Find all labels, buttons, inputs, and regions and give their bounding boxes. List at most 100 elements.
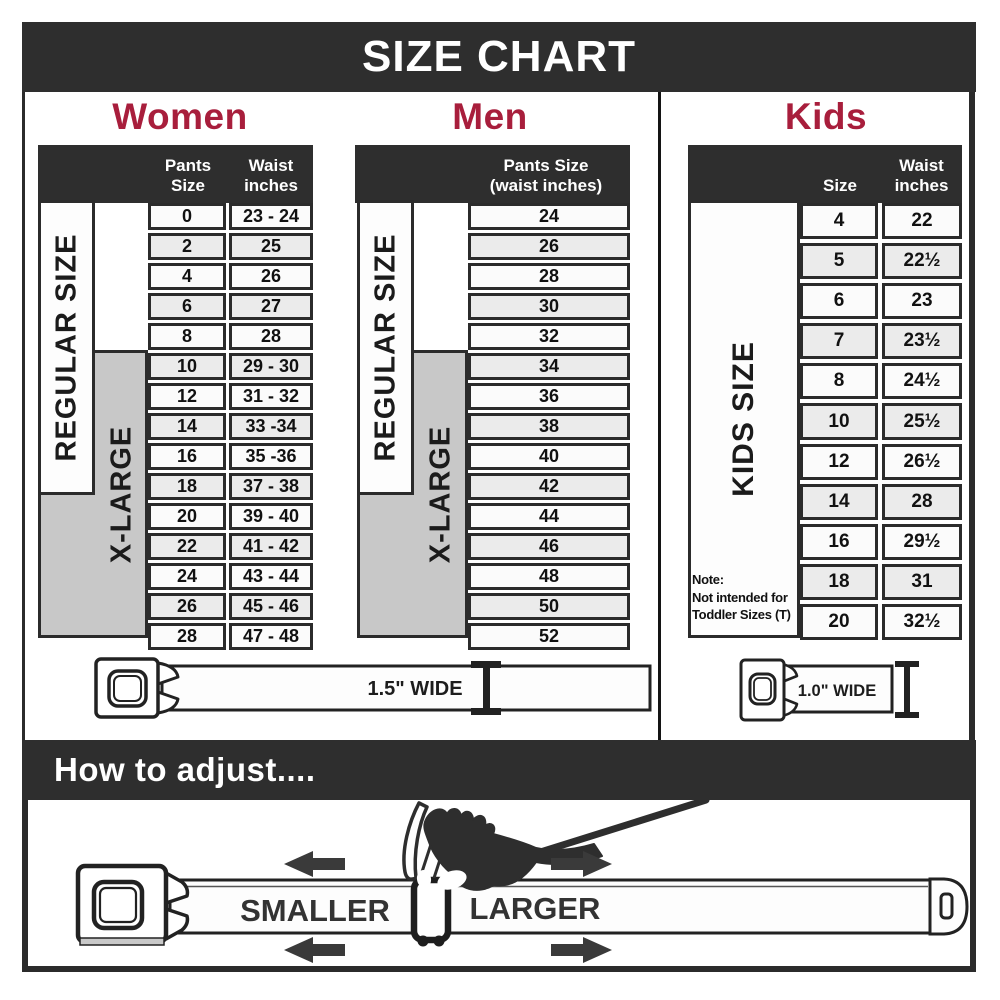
men-table-row: 40 [468, 443, 630, 470]
pants-size-cell: 32 [468, 323, 630, 350]
waist-inches-cell: 31 - 32 [229, 383, 313, 410]
men-regular-size-label: REGULAR SIZE [369, 233, 401, 462]
women-table-row: 20 39 - 40 [148, 503, 313, 530]
men-table-row: 44 [468, 503, 630, 530]
pants-size-cell: 0 [148, 203, 226, 230]
kids-table-row: 7 23½ [800, 323, 962, 360]
kids-table-row: 16 29½ [800, 523, 962, 560]
waist-inches-cell: 37 - 38 [229, 473, 313, 500]
men-xlarge-label-area: X-LARGE [414, 350, 468, 638]
how-to-adjust-panel: SMALLER LARGER [22, 800, 976, 972]
kids-belt-width-label: 1.0" WIDE [798, 682, 876, 700]
women-table-row: 22 41 - 42 [148, 533, 313, 560]
waist-inches-cell: 25 [229, 233, 313, 260]
women-xlarge-label-area: X-LARGE [95, 350, 148, 638]
kid-waist-cell: 26½ [882, 443, 962, 480]
pants-size-cell: 2 [148, 233, 226, 260]
pants-size-cell: 48 [468, 563, 630, 590]
women-table-row: 2 25 [148, 233, 313, 260]
left-border-line [22, 92, 25, 740]
waist-inches-cell: 26 [229, 263, 313, 290]
belt-buckle-icon [739, 658, 799, 722]
pants-size-cell: 24 [148, 563, 226, 590]
right-border-line [969, 92, 975, 740]
arrow-left-icon [284, 851, 345, 877]
women-table-row: 0 23 - 24 [148, 203, 313, 230]
kid-size-cell: 5 [800, 243, 878, 280]
waist-inches-cell: 33 -34 [229, 413, 313, 440]
pants-size-cell: 42 [468, 473, 630, 500]
women-regular-size-label: REGULAR SIZE [50, 233, 82, 462]
how-to-adjust-heading: How to adjust.... [22, 740, 976, 800]
kids-table-row: 10 25½ [800, 403, 962, 440]
pants-size-cell: 38 [468, 413, 630, 440]
waist-inches-cell: 45 - 46 [229, 593, 313, 620]
pants-size-cell: 8 [148, 323, 226, 350]
men-table-row: 34 [468, 353, 630, 380]
kid-size-cell: 4 [800, 203, 878, 240]
pants-size-cell: 20 [148, 503, 226, 530]
width-measure-icon [471, 661, 501, 715]
men-table-row: 48 [468, 563, 630, 590]
men-table-row: 32 [468, 323, 630, 350]
pants-size-cell: 22 [148, 533, 226, 560]
waist-inches-cell: 27 [229, 293, 313, 320]
women-table-row: 28 47 - 48 [148, 623, 313, 650]
men-xlarge-label: X-LARGE [424, 425, 457, 563]
kid-waist-cell: 31 [882, 563, 962, 600]
women-xlarge-label: X-LARGE [105, 425, 137, 563]
women-table-row: 16 35 -36 [148, 443, 313, 470]
kid-size-cell: 10 [800, 403, 878, 440]
kids-section-divider [658, 92, 661, 740]
kids-waist-header: Waist inches [894, 156, 949, 195]
kids-table-row: 4 22 [800, 203, 962, 240]
men-table-row: 36 [468, 383, 630, 410]
waist-inches-cell: 29 - 30 [229, 353, 313, 380]
kids-size-table: 4 22 5 22½ 6 23 7 23½ 8 24½ [800, 203, 962, 641]
pants-size-cell: 26 [468, 233, 630, 260]
waist-inches-cell: 23 - 24 [229, 203, 313, 230]
kid-waist-cell: 28 [882, 483, 962, 520]
men-section-heading: Men [452, 96, 528, 137]
women-table-row: 24 43 - 44 [148, 563, 313, 590]
adjust-illustration: SMALLER LARGER [75, 800, 969, 963]
men-table-row: 50 [468, 593, 630, 620]
kid-size-cell: 14 [800, 483, 878, 520]
women-table-row: 18 37 - 38 [148, 473, 313, 500]
men-table-row: 42 [468, 473, 630, 500]
belt-slider [410, 876, 452, 947]
adult-belt-width-label: 1.5" WIDE [367, 678, 462, 700]
men-pants-size-header: Pants Size (waist inches) [489, 156, 603, 195]
belt-buckle-icon [75, 863, 190, 946]
pants-size-cell: 28 [468, 263, 630, 290]
kid-size-cell: 8 [800, 363, 878, 400]
waist-inches-cell: 39 - 40 [229, 503, 313, 530]
kid-size-cell: 6 [800, 283, 878, 320]
women-section-heading: Women [112, 96, 248, 137]
kids-belt-illustration: 1.0" WIDE [739, 658, 919, 722]
kid-waist-cell: 24½ [882, 363, 962, 400]
kids-table-row: 18 31 [800, 563, 962, 600]
pants-size-cell: 12 [148, 383, 226, 410]
kid-waist-cell: 22½ [882, 243, 962, 280]
men-table-row: 38 [468, 413, 630, 440]
pants-size-cell: 52 [468, 623, 630, 650]
kids-table-row: 14 28 [800, 483, 962, 520]
kids-table-row: 6 23 [800, 283, 962, 320]
women-table-row: 12 31 - 32 [148, 383, 313, 410]
women-table-row: 26 45 - 46 [148, 593, 313, 620]
belt-tip [928, 877, 969, 936]
arrow-left-icon [284, 937, 345, 963]
kids-size-header: Size [822, 176, 858, 195]
waist-inches-cell: 28 [229, 323, 313, 350]
kid-size-cell: 18 [800, 563, 878, 600]
men-table-row: 46 [468, 533, 630, 560]
kids-table-header [688, 145, 962, 203]
kids-size-band: KIDS SIZE [688, 200, 800, 638]
kids-table-row: 12 26½ [800, 443, 962, 480]
kid-size-cell: 7 [800, 323, 878, 360]
women-table-row: 10 29 - 30 [148, 353, 313, 380]
men-size-table: 24 26 28 30 32 34 36 [468, 203, 630, 650]
men-table-row: 52 [468, 623, 630, 650]
